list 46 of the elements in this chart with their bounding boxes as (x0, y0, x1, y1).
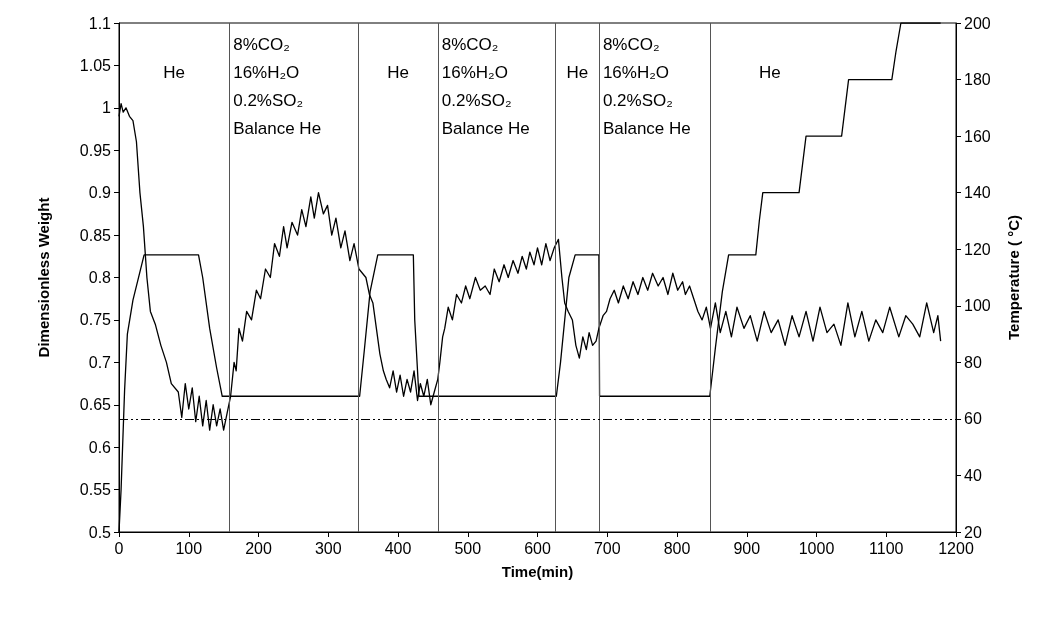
y-tick-label: 0.6 (88, 438, 112, 456)
x-tick-label: 500 (454, 539, 482, 557)
y-tick-label: 1 (102, 99, 112, 117)
y-tick-label: 0.9 (88, 184, 112, 202)
y2-tick-label: 200 (964, 14, 991, 32)
x-axis-title: Time(min) (501, 563, 574, 580)
annotation: 8%CO₂ 16%H₂O 0.2%SO₂ Balance He (233, 34, 322, 138)
y-tick-label: 0.85 (79, 226, 112, 244)
x-tick-label: 1200 (938, 539, 974, 557)
y2-tick-label: 160 (964, 127, 991, 145)
y-tick-label: 0.75 (79, 311, 112, 329)
y2-tick-label: 60 (964, 410, 982, 428)
y-axis-title: Dimensionless Weight (35, 197, 52, 358)
y2-tick-label: 20 (964, 523, 982, 541)
x-tick-label: 800 (663, 539, 691, 557)
y2-tick-label: 180 (964, 71, 991, 89)
y2-tick-label: 40 (964, 466, 982, 484)
y2-tick-label: 120 (964, 240, 991, 258)
x-tick-label: 0 (114, 539, 124, 557)
x-tick-label: 1000 (798, 539, 835, 557)
y-tick-label: 0.95 (79, 141, 112, 159)
x-tick-label: 600 (524, 539, 551, 557)
x-tick-label: 700 (593, 539, 621, 557)
y-tick-label: 0.55 (79, 481, 112, 499)
y-tick-label: 0.5 (88, 523, 112, 541)
y-tick-label: 0.65 (79, 396, 112, 414)
annotation: 8%CO₂ 16%H₂O 0.2%SO₂ Balance He (602, 34, 691, 138)
annotation: 8%CO₂ 16%H₂O 0.2%SO₂ Balance He (441, 34, 530, 138)
annotation: He (387, 62, 409, 82)
y-tick-label: 0.8 (88, 269, 112, 286)
y2-tick-label: 100 (964, 297, 991, 315)
x-tick-label: 100 (175, 539, 203, 557)
x-tick-label: 900 (733, 539, 761, 557)
y2-tick-label: 140 (964, 184, 991, 202)
y-tick-label: 1.1 (88, 14, 112, 32)
x-tick-label: 400 (384, 539, 412, 557)
x-tick-label: 1100 (869, 539, 904, 557)
annotation: He (163, 62, 185, 82)
annotation: He (566, 62, 589, 82)
y2-tick-label: 80 (964, 353, 982, 371)
y-tick-label: 0.7 (88, 353, 112, 371)
x-tick-label: 200 (245, 539, 272, 557)
x-tick-label: 300 (314, 539, 342, 557)
y-tick-label: 1.05 (79, 56, 112, 74)
annotation: He (758, 62, 781, 82)
y2-axis-title: Temperature ( °C) (1005, 215, 1022, 340)
